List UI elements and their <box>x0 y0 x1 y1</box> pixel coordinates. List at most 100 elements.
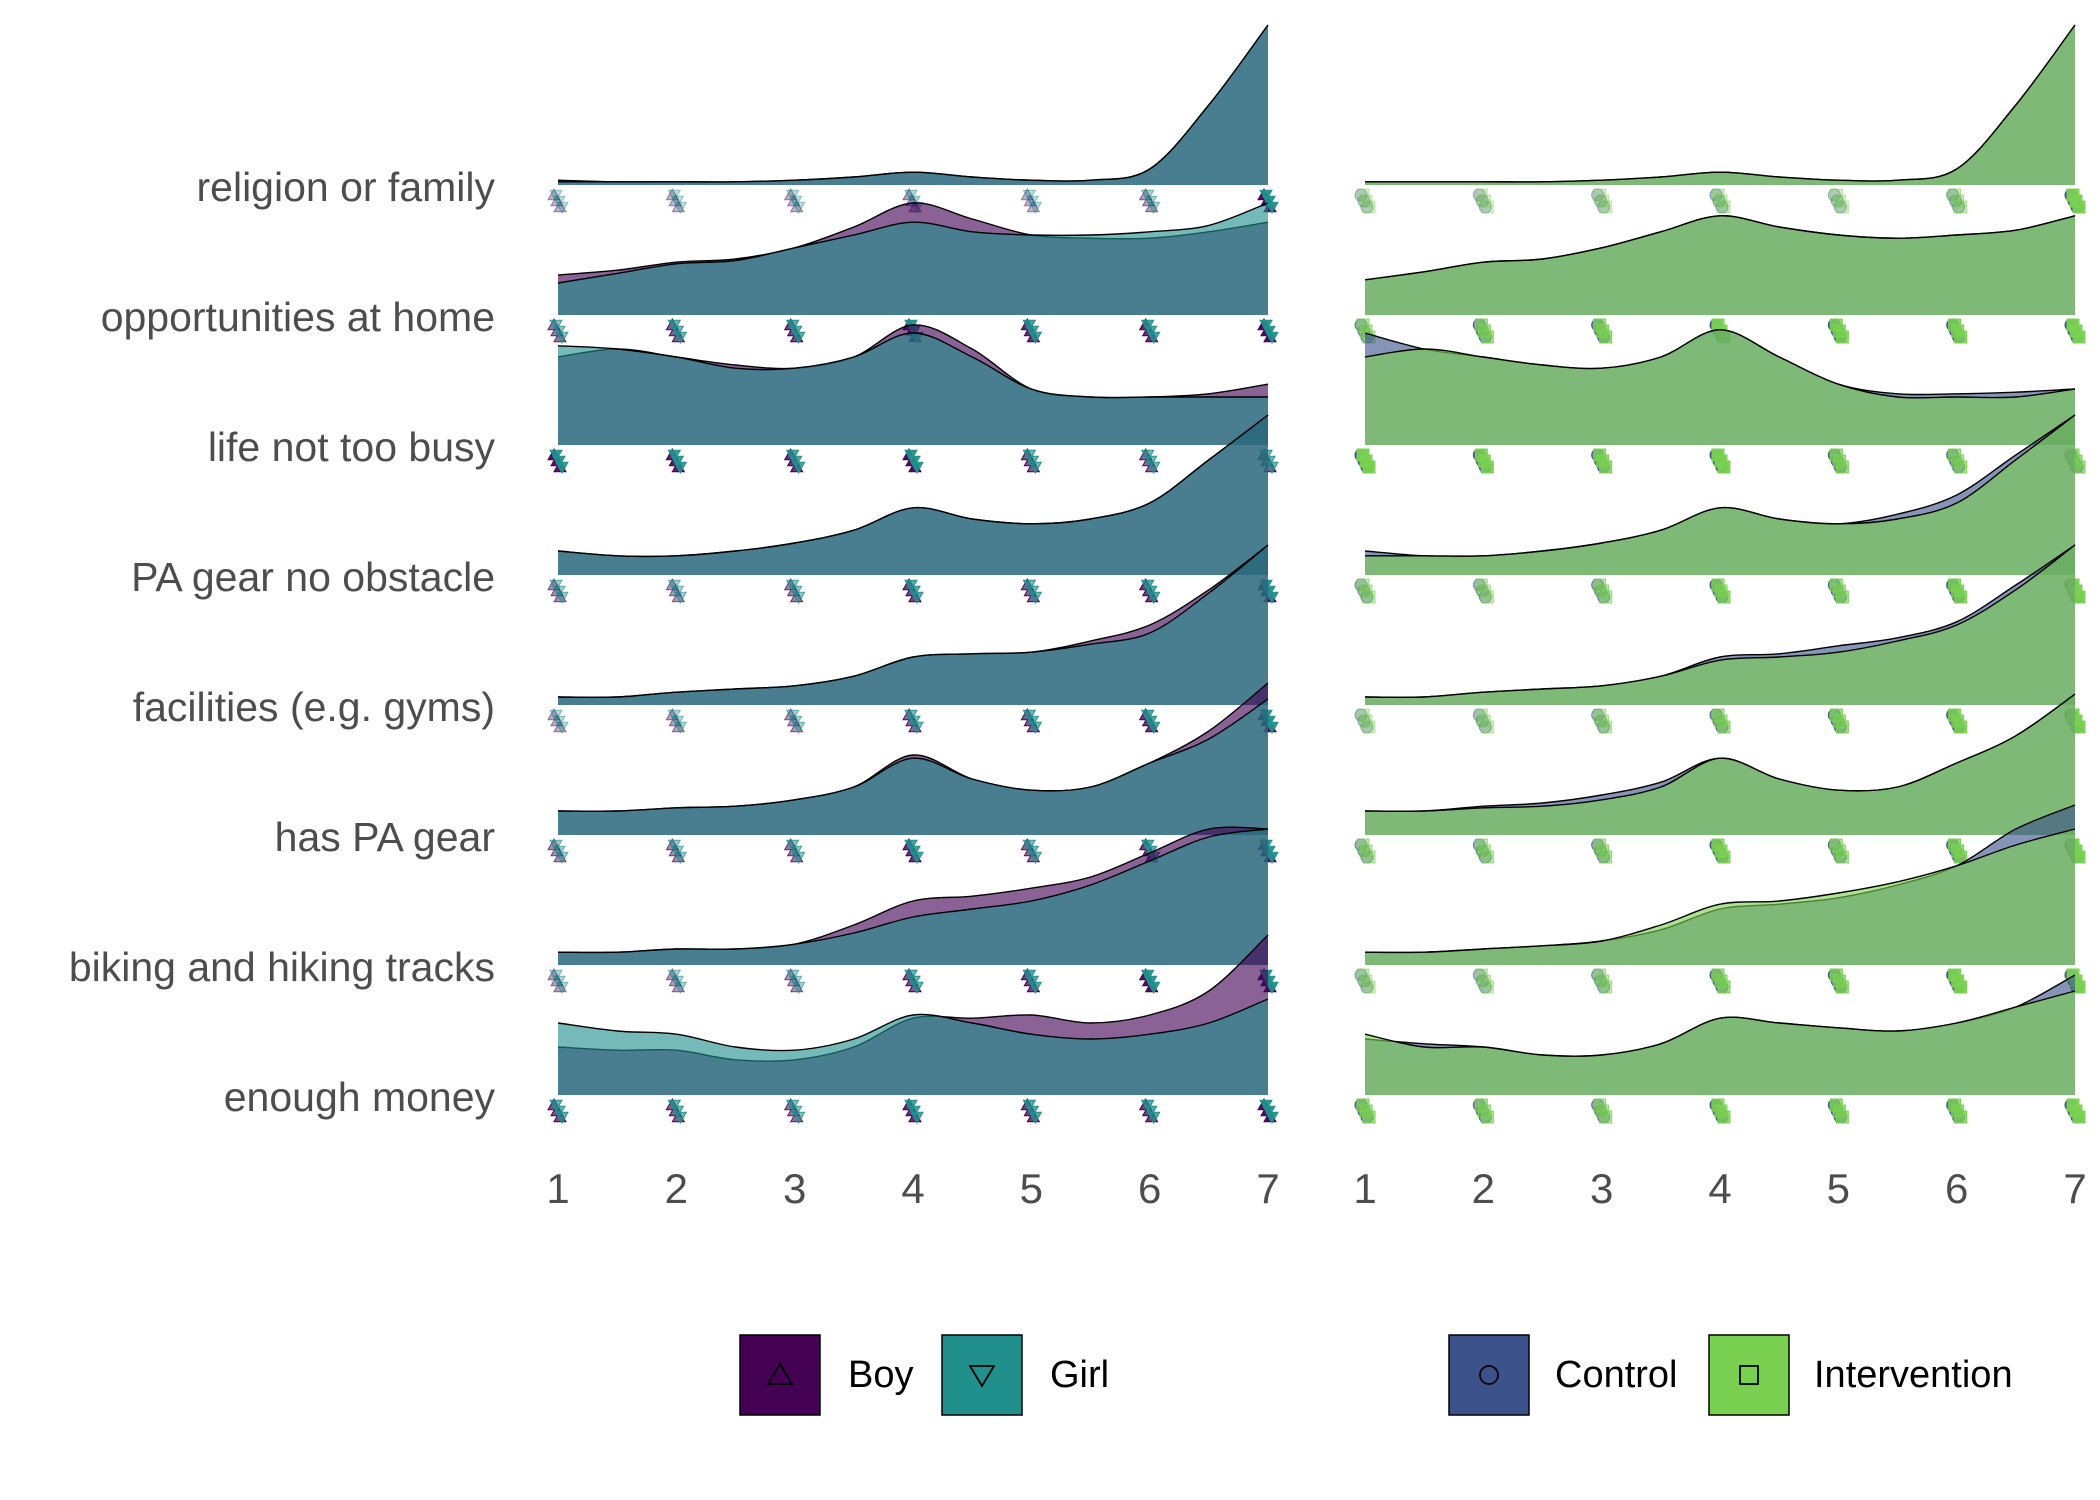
point-boy-religion-or-family-5 <box>1026 199 1041 213</box>
density-area-girl-enough-money <box>558 999 1268 1095</box>
point-intervention-opportunities-at-home-3 <box>1599 330 1613 344</box>
point-girl-pa-gear-no-obstacle-6 <box>1140 579 1155 593</box>
point-intervention-has-pa-gear-3 <box>1599 850 1613 864</box>
legend-key-control <box>1448 1334 1530 1416</box>
point-girl-pa-gear-no-obstacle-1 <box>555 591 569 605</box>
point-girl-facilities-e-g-gyms-1 <box>549 709 563 723</box>
ridge-row-opportunities-at-home <box>557 202 1269 315</box>
density-line-intervention-opportunities-at-home <box>1364 215 2076 281</box>
point-girl-facilities-e-g-gyms-2 <box>670 715 685 729</box>
ridge-row-has-pa-gear <box>1364 693 2076 835</box>
point-boy-facilities-e-g-gyms-2 <box>671 719 686 733</box>
point-girl-enough-money-1 <box>552 1105 566 1119</box>
point-control-religion-or-family-2 <box>1472 188 1486 202</box>
x-tick-7: 7 <box>2063 1165 2086 1212</box>
point-girl-has-pa-gear-2 <box>673 851 688 865</box>
point-girl-life-not-too-busy-6 <box>1140 449 1155 463</box>
point-boy-facilities-e-g-gyms-1 <box>553 719 567 733</box>
point-girl-enough-money-2 <box>673 1111 688 1125</box>
point-girl-facilities-e-g-gyms-5 <box>1028 721 1043 735</box>
point-girl-life-not-too-busy-4 <box>907 455 921 469</box>
legend-marker-girl-icon <box>968 1365 996 1388</box>
point-girl-opportunities-at-home-2 <box>667 319 682 333</box>
point-girl-life-not-too-busy-4 <box>904 449 918 463</box>
point-girl-facilities-e-g-gyms-4 <box>904 709 918 723</box>
point-girl-opportunities-at-home-6 <box>1143 325 1158 339</box>
point-boy-has-pa-gear-1 <box>553 849 567 863</box>
point-intervention-facilities-e-g-gyms-3 <box>1599 720 1613 734</box>
point-girl-biking-and-hiking-tracks-7 <box>1265 981 1279 995</box>
point-girl-enough-money-1 <box>555 1111 569 1125</box>
point-girl-enough-money-4 <box>910 1111 924 1125</box>
point-control-religion-or-family-1 <box>1360 200 1374 214</box>
row-label-life-not-too-busy: life not too busy <box>208 424 496 470</box>
point-intervention-religion-or-family-4 <box>1717 200 1731 214</box>
point-intervention-biking-and-hiking-tracks-2 <box>1480 980 1494 994</box>
point-girl-religion-or-family-1 <box>549 189 563 203</box>
point-intervention-has-pa-gear-4 <box>1717 850 1731 864</box>
density-area-girl-pa-gear-no-obstacle <box>558 415 1268 575</box>
point-girl-has-pa-gear-4 <box>904 839 918 853</box>
point-boy-religion-or-family-6 <box>1144 199 1159 213</box>
points-facilities-e-g-gyms <box>547 707 1279 735</box>
point-girl-enough-money-5 <box>1028 1111 1043 1125</box>
x-tick-3: 3 <box>783 1165 806 1212</box>
row-label-biking-and-hiking-tracks: biking and hiking tracks <box>69 944 495 990</box>
x-tick-4: 4 <box>901 1165 924 1212</box>
legend-label-control: Control <box>1555 1354 1678 1396</box>
point-control-religion-or-family-2 <box>1478 200 1492 214</box>
points-pa-gear-no-obstacle <box>1354 578 2086 604</box>
point-girl-pa-gear-no-obstacle-6 <box>1146 591 1161 605</box>
points-enough-money <box>1354 1098 2086 1124</box>
point-intervention-opportunities-at-home-7 <box>2072 330 2086 344</box>
point-girl-pa-gear-no-obstacle-3 <box>788 585 803 599</box>
row-label-religion-or-family: religion or family <box>197 164 496 210</box>
density-line-girl-enough-money <box>557 998 1269 1052</box>
point-girl-religion-or-family-2 <box>673 201 688 215</box>
density-line-boy-religion-or-family <box>557 24 1269 183</box>
point-intervention-enough-money-3 <box>1599 1110 1613 1124</box>
density-area-girl-has-pa-gear <box>558 699 1268 835</box>
density-line-girl-religion-or-family <box>558 24 1269 183</box>
point-girl-pa-gear-no-obstacle-2 <box>667 579 682 593</box>
point-girl-has-pa-gear-3 <box>788 845 803 859</box>
legend-sex: Boy Girl <box>739 1334 1109 1416</box>
point-girl-biking-and-hiking-tracks-2 <box>667 969 682 983</box>
point-girl-pa-gear-no-obstacle-5 <box>1022 579 1037 593</box>
point-intervention-opportunities-at-home-2 <box>1480 330 1494 344</box>
point-girl-religion-or-family-5 <box>1025 195 1040 209</box>
point-girl-opportunities-at-home-1 <box>555 331 569 345</box>
point-girl-opportunities-at-home-6 <box>1140 319 1155 333</box>
points-biking-and-hiking-tracks <box>1354 968 2086 994</box>
point-intervention-enough-money-5 <box>1835 1110 1849 1124</box>
x-tick-7: 7 <box>1256 1165 1279 1212</box>
ridge-row-facilities-e-g-gyms <box>1364 544 2076 705</box>
point-girl-enough-money-4 <box>904 1099 918 1113</box>
point-girl-facilities-e-g-gyms-5 <box>1022 709 1037 723</box>
point-intervention-religion-or-family-2 <box>1480 200 1494 214</box>
point-girl-religion-or-family-1 <box>555 201 569 215</box>
point-girl-religion-or-family-5 <box>1028 201 1043 215</box>
point-girl-has-pa-gear-5 <box>1022 839 1037 853</box>
point-girl-religion-or-family-6 <box>1140 189 1155 203</box>
point-control-religion-or-family-5 <box>1833 200 1847 214</box>
panel-sex <box>547 24 1279 1125</box>
density-area-girl-religion-or-family <box>558 25 1268 185</box>
density-line-girl-life-not-too-busy <box>557 332 1268 399</box>
density-area-intervention-enough-money <box>1365 991 2075 1095</box>
point-girl-pa-gear-no-obstacle-5 <box>1025 585 1040 599</box>
density-line-control-religion-or-family <box>1365 24 2076 183</box>
x-tick-5: 5 <box>1827 1165 1850 1212</box>
point-girl-has-pa-gear-7 <box>1265 851 1279 865</box>
point-girl-biking-and-hiking-tracks-2 <box>670 975 685 989</box>
point-girl-pa-gear-no-obstacle-4 <box>910 591 924 605</box>
point-intervention-life-not-too-busy-6 <box>1954 460 1968 474</box>
points-opportunities-at-home <box>547 317 1279 345</box>
point-girl-life-not-too-busy-5 <box>1028 461 1043 475</box>
point-girl-biking-and-hiking-tracks-4 <box>904 969 918 983</box>
point-girl-religion-or-family-6 <box>1146 201 1161 215</box>
point-intervention-facilities-e-g-gyms-6 <box>1954 720 1968 734</box>
point-boy-biking-and-hiking-tracks-3 <box>789 979 804 993</box>
density-line-intervention-religion-or-family <box>1365 24 2076 183</box>
